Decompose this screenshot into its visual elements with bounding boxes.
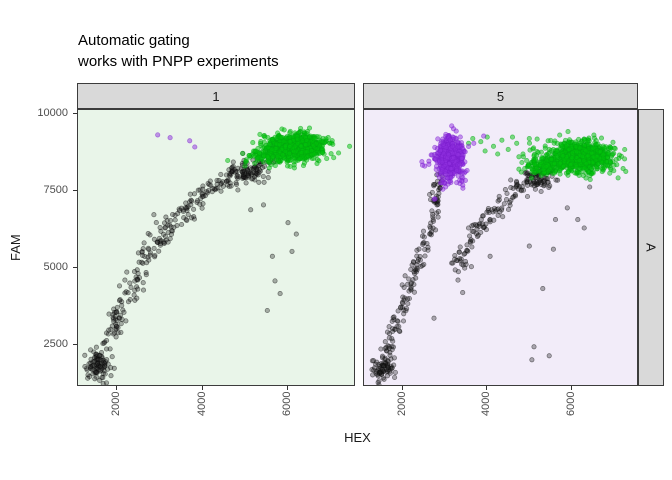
y-tick-label: 10000 xyxy=(37,107,68,119)
x-tick-mark xyxy=(402,386,403,390)
facet-strip-5: 5 xyxy=(363,83,638,109)
x-tick-mark xyxy=(116,386,117,390)
plot-title-line2: works with PNPP experiments xyxy=(78,53,279,70)
facet-strip-1: 1 xyxy=(77,83,355,109)
scatter-points-facet-5 xyxy=(369,123,629,385)
scatter-points-facet-1 xyxy=(82,125,353,385)
facet-strip-5-label: 5 xyxy=(496,88,505,104)
scatter-panel-facet-1 xyxy=(77,109,355,386)
x-tick-mark xyxy=(202,386,203,390)
y-tick-mark xyxy=(73,190,77,191)
x-axis-title: HEX xyxy=(344,430,371,445)
x-tick-label: 2000 xyxy=(396,392,408,417)
plot-title-line1: Automatic gating xyxy=(78,32,190,49)
y-tick-mark xyxy=(73,344,77,345)
y-tick-mark xyxy=(73,267,77,268)
facet-strip-1-label: 1 xyxy=(212,88,220,104)
y-tick-label: 2500 xyxy=(43,338,68,350)
x-tick-label: 6000 xyxy=(281,392,293,417)
x-tick-label: 4000 xyxy=(196,392,208,417)
x-tick-label: 4000 xyxy=(480,392,492,417)
y-tick-mark xyxy=(73,113,77,114)
x-tick-label: 6000 xyxy=(565,392,577,417)
y-tick-label: 7500 xyxy=(43,184,68,196)
x-tick-mark xyxy=(571,386,572,390)
facet-strip-row-a: A xyxy=(638,109,664,386)
plot-title: Automatic gating works with PNPP experim… xyxy=(78,30,279,72)
x-tick-label: 2000 xyxy=(110,392,122,417)
facet-strip-row-a-label: A xyxy=(643,243,659,252)
x-tick-mark xyxy=(486,386,487,390)
scatter-panel-facet-5 xyxy=(363,109,638,386)
y-axis-title: FAM xyxy=(8,234,23,261)
x-tick-mark xyxy=(287,386,288,390)
y-tick-label: 5000 xyxy=(43,261,68,273)
